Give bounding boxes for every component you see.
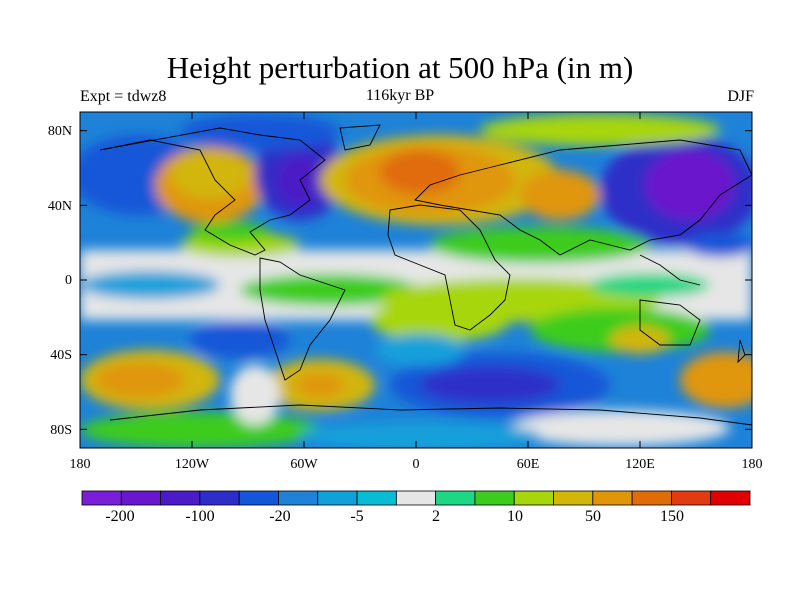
contour-field: [80, 112, 752, 448]
lat-label: 80N: [47, 124, 72, 139]
colorbar-label: 50: [585, 508, 601, 525]
lat-label: 40N: [47, 199, 72, 214]
lon-label: 0: [412, 457, 420, 472]
colorbar-swatch: [81, 490, 122, 506]
colorbar: [81, 490, 751, 506]
lon-label: 60E: [516, 457, 540, 472]
colorbar-swatch: [513, 490, 554, 506]
colorbar-swatch: [474, 490, 515, 506]
colorbar-swatch: [395, 490, 437, 506]
colorbar-swatch: [199, 490, 240, 506]
lon-label: 120W: [174, 457, 210, 472]
colorbar-swatch: [435, 490, 476, 506]
colorbar-swatch: [120, 490, 161, 506]
lon-label: 120E: [625, 457, 655, 472]
colorbar-swatch: [317, 490, 358, 506]
colorbar-label: 2: [432, 508, 440, 525]
lat-label: 0: [65, 273, 72, 288]
colorbar-label: -5: [350, 508, 364, 525]
lat-label: 40S: [50, 348, 72, 363]
colorbar-swatch: [671, 490, 712, 506]
colorbar-swatch: [631, 490, 672, 506]
colorbar-label: -200: [105, 508, 135, 525]
lon-label: 180: [741, 457, 763, 472]
colorbar-swatch: [160, 490, 201, 506]
colorbar-label: -100: [185, 508, 215, 525]
colorbar-swatch: [710, 490, 751, 506]
lon-label: 60W: [290, 457, 318, 472]
colorbar-label: -20: [269, 508, 291, 525]
map-title: Height perturbation at 500 hPa (in m): [166, 50, 634, 85]
axis-ticks: [79, 112, 753, 448]
experiment-label: Expt = tdwz8: [80, 88, 167, 105]
colorbar-swatch: [592, 490, 633, 506]
colorbar-swatch: [278, 490, 319, 506]
season-label: DJF: [727, 88, 754, 105]
colorbar-label: 150: [660, 508, 684, 525]
colorbar-label: 10: [507, 508, 523, 525]
colorbar-swatch: [356, 490, 397, 506]
lat-label: 80S: [50, 423, 72, 438]
lon-label: 180: [69, 457, 91, 472]
colorbar-swatch: [553, 490, 594, 506]
coastlines: [99, 124, 752, 426]
colorbar-swatch: [238, 490, 279, 506]
period-label: 116kyr BP: [365, 87, 435, 104]
